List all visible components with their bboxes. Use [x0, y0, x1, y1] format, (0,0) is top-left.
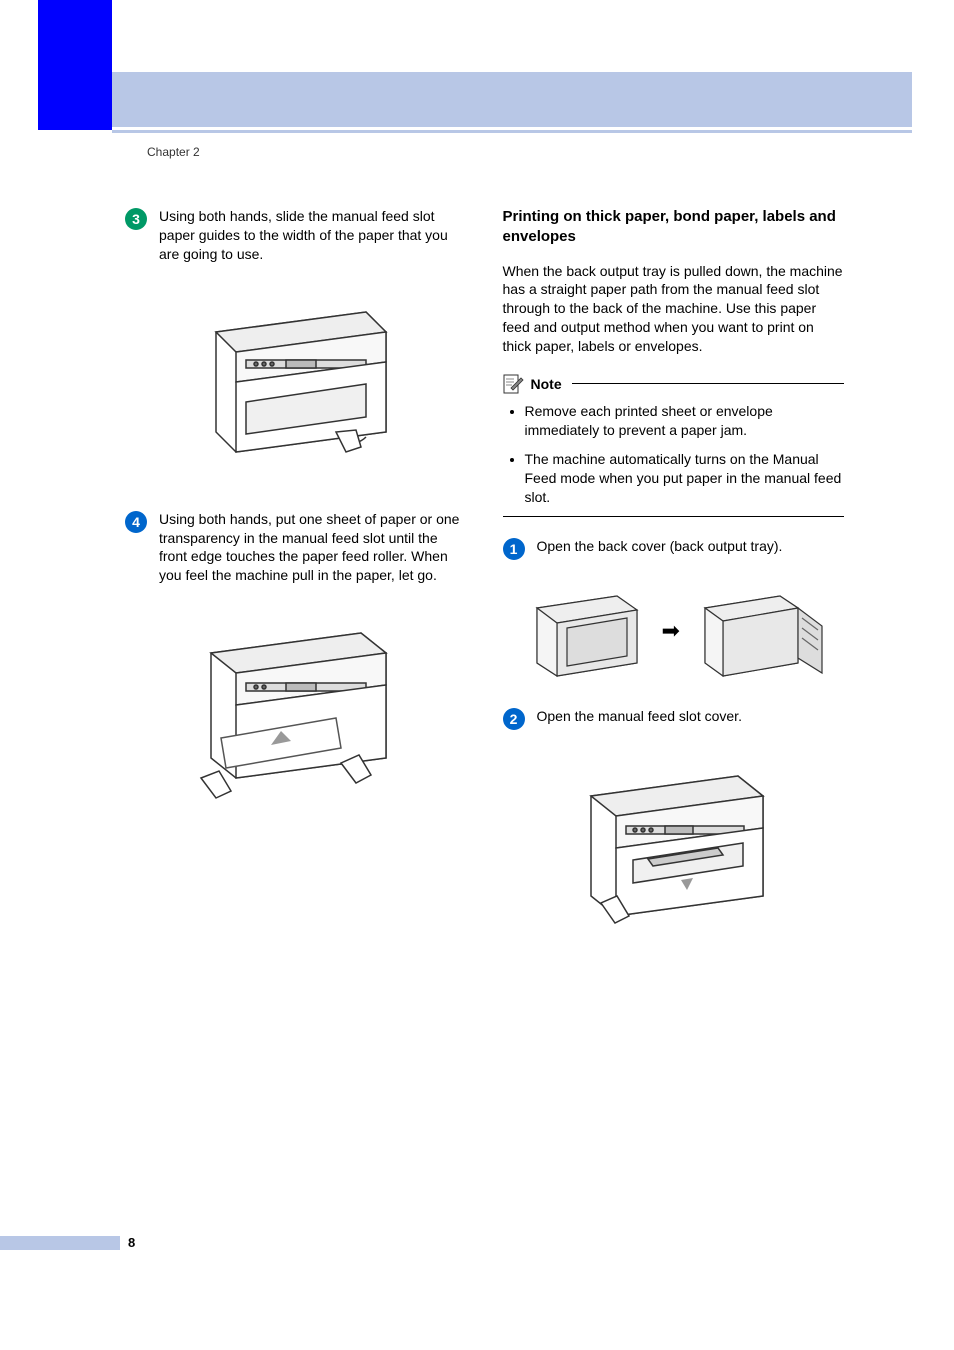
note-bullet-2: The machine automatically turns on the M…	[525, 450, 845, 507]
step-1-number-badge: 1	[503, 538, 525, 560]
printer-back-open-icon	[690, 578, 825, 683]
step-4-text: Using both hands, put one sheet of paper…	[159, 510, 467, 586]
printer-illustration-slot-cover	[563, 748, 783, 943]
intro-paragraph: When the back output tray is pulled down…	[503, 262, 845, 356]
right-column: Printing on thick paper, bond paper, lab…	[503, 207, 845, 971]
printer-illustration-guides	[186, 282, 406, 482]
footer-tab	[0, 1236, 120, 1250]
back-cover-illustrations: ➡	[503, 578, 845, 683]
printer-back-closed-icon	[522, 578, 652, 683]
step-3: 3 Using both hands, slide the manual fee…	[125, 207, 467, 264]
header-band-underline	[112, 130, 912, 133]
page-content: Chapter 2 3 Using both hands, slide the …	[125, 145, 844, 971]
note-header: Note	[503, 374, 845, 394]
step-3-number-badge: 3	[125, 208, 147, 230]
note-rule-bottom	[503, 516, 845, 517]
arrow-icon: ➡	[662, 618, 680, 644]
step-2-text: Open the manual feed slot cover.	[537, 707, 742, 726]
note-bullet-list: Remove each printed sheet or envelope im…	[525, 402, 845, 506]
left-column: 3 Using both hands, slide the manual fee…	[125, 207, 467, 971]
step-4: 4 Using both hands, put one sheet of pap…	[125, 510, 467, 586]
step-1: 1 Open the back cover (back output tray)…	[503, 537, 845, 560]
note-rule-top	[572, 383, 844, 384]
header-band-top	[112, 72, 912, 127]
step-3-text: Using both hands, slide the manual feed …	[159, 207, 467, 264]
step-2: 2 Open the manual feed slot cover.	[503, 707, 845, 730]
note-pencil-icon	[503, 374, 525, 394]
note-title: Note	[531, 376, 562, 392]
two-column-layout: 3 Using both hands, slide the manual fee…	[125, 207, 844, 971]
section-subheading: Printing on thick paper, bond paper, lab…	[503, 207, 845, 248]
step-1-text: Open the back cover (back output tray).	[537, 537, 783, 556]
step-4-number-badge: 4	[125, 511, 147, 533]
header-band-left	[38, 0, 112, 130]
note-bullet-1: Remove each printed sheet or envelope im…	[525, 402, 845, 440]
note-block: Note Remove each printed sheet or envelo…	[503, 374, 845, 517]
printer-illustration-feed	[181, 603, 411, 813]
chapter-label: Chapter 2	[147, 145, 844, 159]
page-number: 8	[128, 1235, 135, 1250]
step-2-number-badge: 2	[503, 708, 525, 730]
